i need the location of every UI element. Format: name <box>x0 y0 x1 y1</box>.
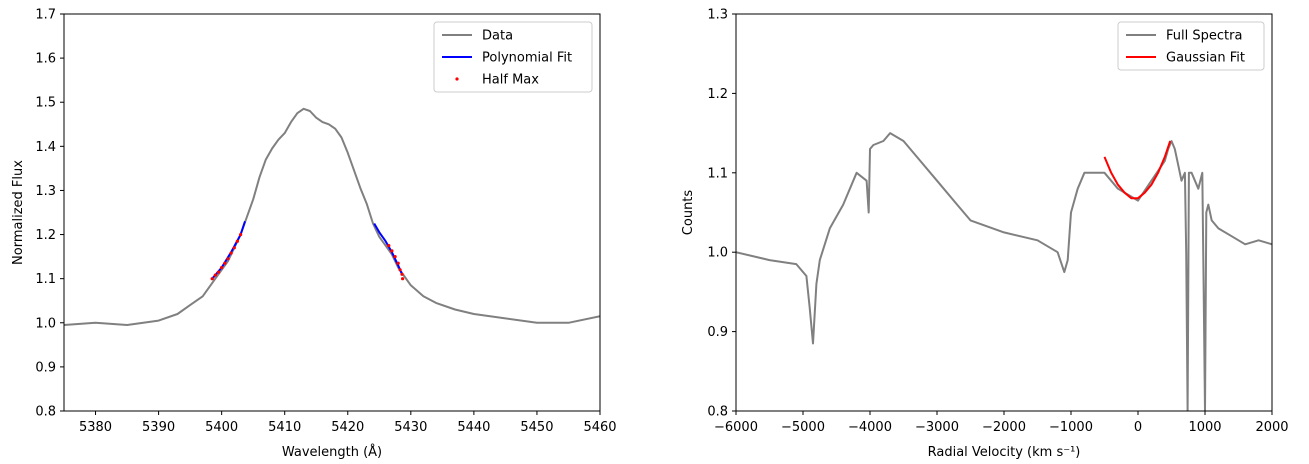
series-half-max-point <box>239 233 243 237</box>
series-half-max-point <box>400 272 404 276</box>
x-tick-label: 5440 <box>457 420 490 435</box>
series-half-max-point <box>223 261 227 265</box>
y-axis-label: Normalized Flux <box>11 160 26 265</box>
series-half-max-point <box>390 249 394 253</box>
series-half-max-point <box>398 268 402 272</box>
x-tick-label: 5380 <box>79 420 112 435</box>
x-tick-label: −1000 <box>1049 420 1093 435</box>
plot-area <box>736 132 1272 411</box>
series-half-max-point <box>213 273 217 277</box>
x-tick-label: 5390 <box>142 420 175 435</box>
legend: Full Spectra Gaussian Fit <box>1117 21 1265 71</box>
chart-2: −6000 −5000 −4000 −3000 −2000 −1000 0 1000 2000 0… <box>681 8 1289 461</box>
series-half-max-point <box>210 277 214 281</box>
x-tick-label: 0 <box>1134 420 1142 435</box>
legend-label: Full Spectra <box>1166 29 1242 44</box>
series-half-max-point <box>387 244 391 248</box>
series-half-max-point <box>229 251 233 255</box>
x-tick-label: −5000 <box>781 420 825 435</box>
legend-label: Half Max <box>482 73 539 88</box>
plot-frame <box>63 13 601 412</box>
x-tick-label: 2000 <box>1255 420 1288 435</box>
y-tick-label: 0.8 <box>707 405 728 420</box>
x-tick-label: 1000 <box>1188 420 1221 435</box>
x-axis-label: Radial Velocity (km s⁻¹) <box>928 445 1081 460</box>
x-tick-label: 5460 <box>583 420 616 435</box>
plot-area <box>64 107 600 326</box>
series-half-max-point <box>393 255 397 259</box>
legend-label: Gaussian Fit <box>1166 51 1245 66</box>
legend: Data Polynomial Fit Half Max <box>433 21 593 93</box>
plot-frame <box>735 13 1273 412</box>
legend-label: Polynomial Fit <box>482 51 572 66</box>
y-tick-label: 1.0 <box>707 246 728 261</box>
y-tick-label: 0.9 <box>707 325 728 340</box>
series-half-max-point <box>216 270 221 274</box>
y-tick-label: 1.1 <box>35 272 56 287</box>
y-tick-label: 0.9 <box>35 360 56 375</box>
x-tick-label: 5430 <box>394 420 427 435</box>
legend-handle <box>455 77 459 81</box>
x-tick-label: 5410 <box>268 420 301 435</box>
series-polynomial-fit-segment-1 <box>211 220 246 280</box>
y-tick-label: 1.3 <box>707 8 728 23</box>
series-half-max-point <box>396 261 400 265</box>
series-full-spectra-line <box>736 132 1272 411</box>
series-data-line <box>64 107 600 326</box>
y-tick-label: 1.2 <box>35 228 56 243</box>
y-tick-label: 1.5 <box>35 96 56 111</box>
x-tick-label: 5450 <box>520 420 553 435</box>
y-tick-label: 1.4 <box>35 140 56 155</box>
series-half-max-point <box>232 246 236 250</box>
x-tick-label: −3000 <box>915 420 959 435</box>
series-gaussian-fit-line <box>1103 140 1172 200</box>
x-tick-label: 5420 <box>331 420 364 435</box>
y-tick-label: 1.3 <box>35 184 56 199</box>
x-tick-label: −6000 <box>714 420 758 435</box>
x-tick-label: −2000 <box>982 420 1026 435</box>
y-tick-label: 0.8 <box>35 405 56 420</box>
y-tick-label: 1.6 <box>35 52 56 67</box>
series-half-max-point <box>226 257 230 261</box>
y-tick-label: 1.1 <box>707 166 728 181</box>
x-axis-label: Wavelength (Å) <box>282 444 382 460</box>
x-tick-label: 5400 <box>205 420 238 435</box>
legend-box <box>433 21 593 93</box>
y-axis-label: Counts <box>681 190 696 236</box>
x-tick-label: −4000 <box>848 420 892 435</box>
legend-label: Data <box>482 29 513 44</box>
y-tick-label: 1.0 <box>35 316 56 331</box>
series-half-max-point <box>220 266 224 270</box>
y-tick-label: 1.7 <box>35 8 56 23</box>
series-half-max-point <box>235 239 239 243</box>
chart-1: 5380 5390 5400 5410 5420 5430 5440 5450 5460 0.8 0… <box>11 8 617 461</box>
y-tick-label: 1.2 <box>707 87 728 102</box>
series-half-max-point <box>401 277 405 281</box>
